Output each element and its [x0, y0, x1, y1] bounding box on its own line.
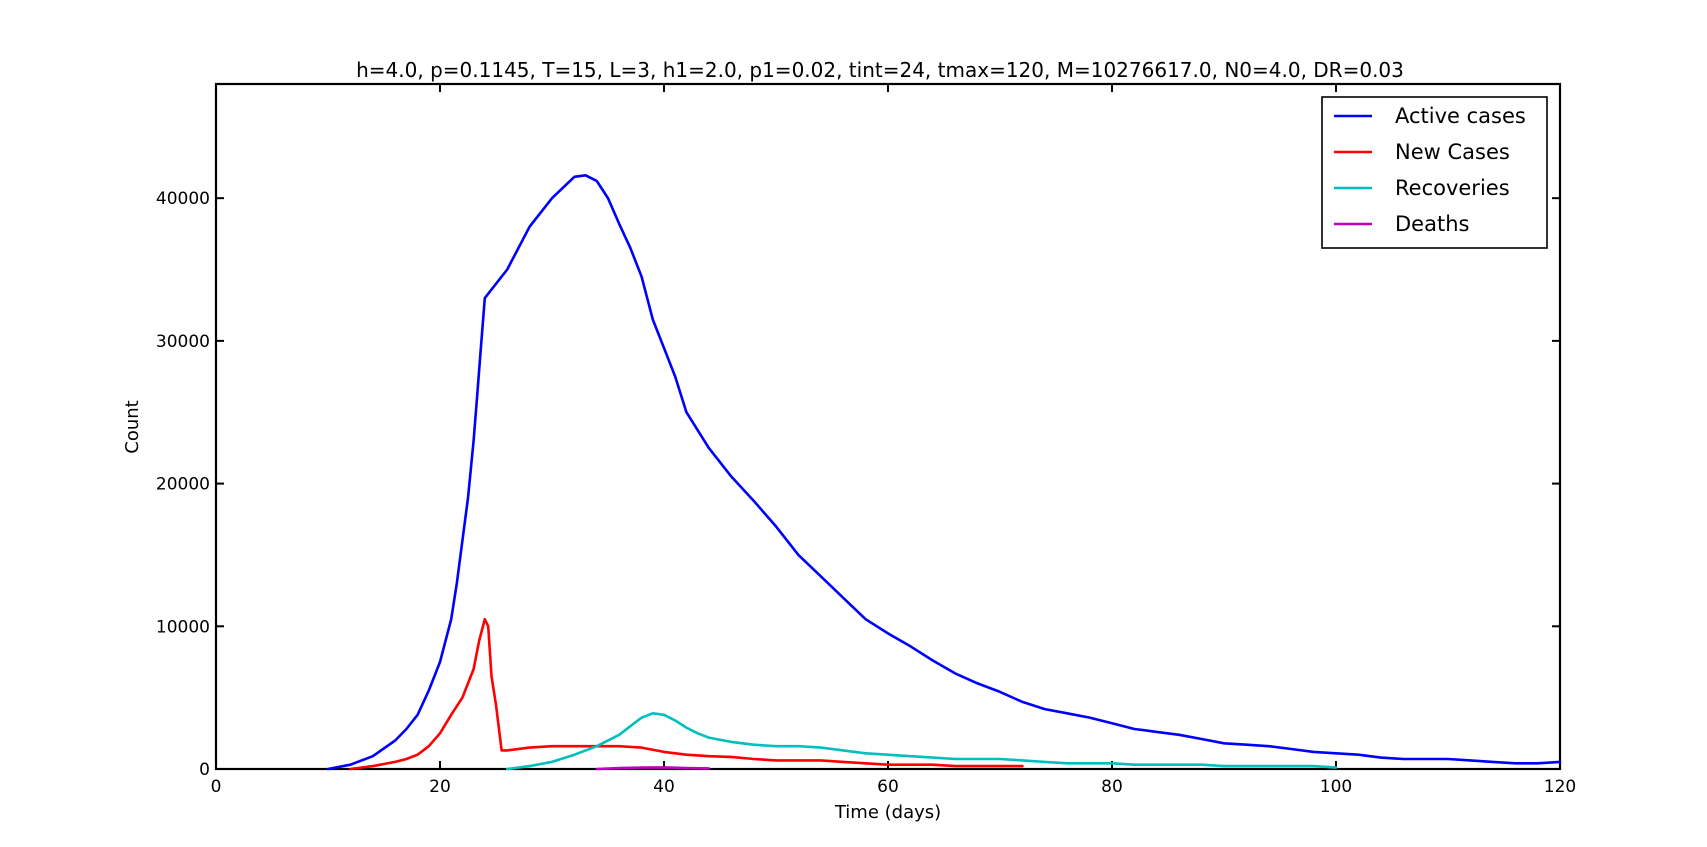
x-axis-title: Time (days): [834, 802, 941, 823]
series-line-recoveries: [505, 711, 1338, 771]
legend-label-deaths: Deaths: [1395, 212, 1469, 236]
y-tick-label: 0: [199, 760, 210, 780]
y-axis-title: Count: [122, 400, 143, 453]
series-lines: [326, 174, 1562, 771]
x-tick-label: 40: [653, 777, 675, 797]
y-tick-label: 20000: [156, 475, 210, 495]
legend-label-active-cases: Active cases: [1395, 104, 1526, 128]
x-tick-label: 120: [1544, 777, 1576, 797]
x-tick-label: 20: [429, 777, 451, 797]
series-line-active-cases: [326, 174, 1562, 771]
x-tick-label: 60: [877, 777, 899, 797]
legend: Active cases New Cases Recoveries Deaths: [1321, 96, 1548, 249]
x-tick-label: 0: [211, 777, 222, 797]
chart-title: h=4.0, p=0.1145, T=15, L=3, h1=2.0, p1=0…: [356, 58, 1404, 82]
legend-label-new-cases: New Cases: [1395, 140, 1510, 164]
y-tick-label: 30000: [156, 332, 210, 352]
legend-label-recoveries: Recoveries: [1395, 176, 1510, 200]
series-line-new-cases: [349, 617, 1024, 771]
x-tick-label: 80: [1101, 777, 1123, 797]
x-tick-label: 100: [1320, 777, 1352, 797]
y-tick-label: 10000: [156, 617, 210, 637]
y-tick-label: 40000: [156, 189, 210, 209]
series-line-deaths: [595, 766, 711, 771]
